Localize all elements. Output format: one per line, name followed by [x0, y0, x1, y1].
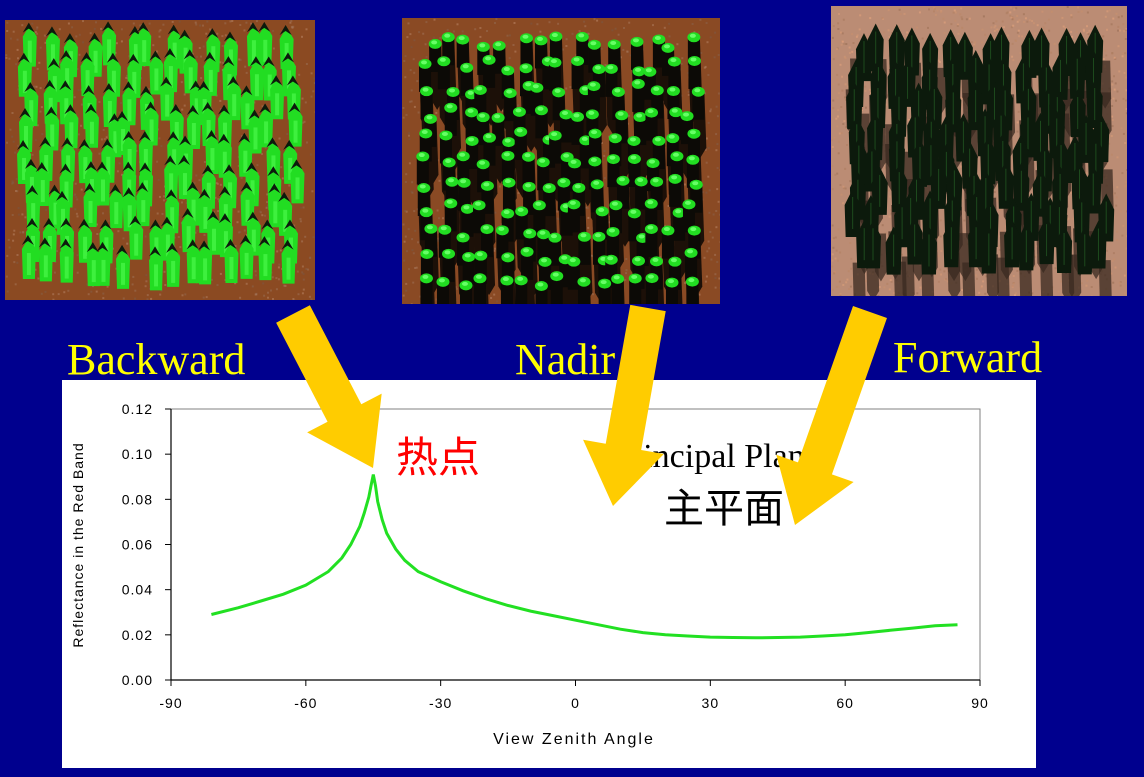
x-tick-label: -90	[159, 695, 182, 711]
chart-area	[62, 380, 1036, 768]
backward-view-image	[5, 20, 315, 300]
y-tick-label: 0.00	[122, 672, 153, 688]
x-tick-label: -60	[294, 695, 317, 711]
nadir-view-image	[402, 18, 720, 304]
x-tick-label: 60	[836, 695, 854, 711]
x-tick-label: -30	[429, 695, 452, 711]
nadir-label: Nadir	[515, 335, 616, 384]
x-tick-label: 30	[702, 695, 720, 711]
y-axis-title: Reflectance in the Red Band	[70, 442, 86, 647]
backward-arrow	[276, 305, 382, 468]
y-tick-label: 0.08	[122, 491, 153, 507]
backward-label: Backward	[67, 335, 246, 384]
forward-view-image	[831, 6, 1127, 296]
x-axis-title: View Zenith Angle	[493, 731, 655, 748]
reflectance-curve	[211, 474, 958, 640]
x-tick-label: 0	[571, 695, 580, 711]
chart-ticks: 0.00 0.02 0.04 0.06 0.08 0.10 0.12 -90 -60 -30 0 30…	[122, 401, 989, 711]
y-tick-label: 0.04	[122, 582, 153, 598]
chart-axes	[170, 408, 981, 681]
y-tick-label: 0.12	[122, 401, 153, 417]
y-tick-label: 0.02	[122, 627, 153, 643]
forward-label: Forward	[893, 333, 1043, 382]
y-tick-label: 0.06	[122, 537, 153, 553]
view-arrows	[276, 304, 887, 525]
forward-arrow	[776, 306, 887, 525]
nadir-arrow	[583, 304, 666, 506]
x-tick-label: 90	[971, 695, 989, 711]
plot-frame	[170, 408, 981, 681]
principal-plane-cn-annotation: 主平面	[664, 486, 784, 532]
y-tick-label: 0.10	[122, 446, 153, 462]
hotspot-annotation: 热点	[396, 433, 480, 482]
